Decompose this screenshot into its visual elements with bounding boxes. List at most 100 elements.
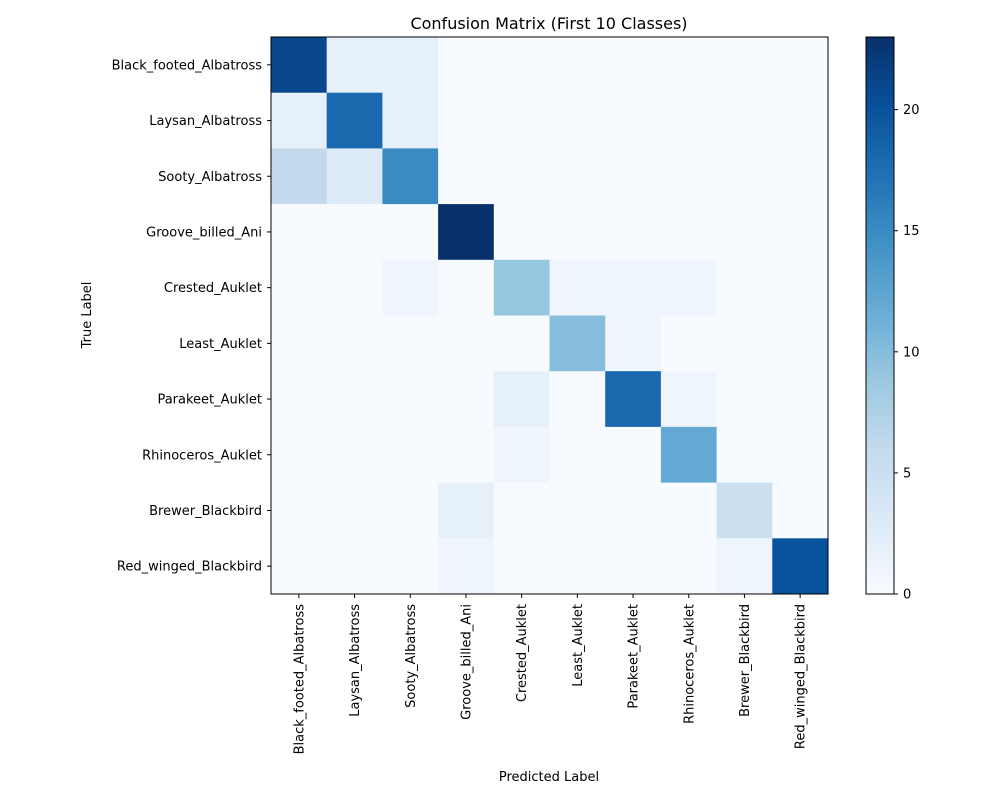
heatmap-cell — [605, 92, 662, 149]
y-tick-label: Brewer_Blackbird — [149, 504, 262, 519]
y-tick-label: Red_winged_Blackbird — [117, 560, 262, 575]
heatmap-cell — [605, 538, 662, 595]
heatmap-cell — [772, 482, 829, 539]
heatmap-cell — [493, 426, 550, 484]
heatmap-cell — [382, 204, 439, 261]
heatmap-cell — [605, 259, 662, 316]
plot-frame — [270, 36, 829, 595]
x-tick-label: Rhinoceros_Auklet — [682, 604, 697, 724]
heatmap-cell — [438, 148, 495, 205]
heatmap-cell — [382, 482, 439, 539]
heatmap-cell — [271, 204, 328, 261]
x-tick-label: Brewer_Blackbird — [738, 604, 753, 717]
colorbar-tick-label: 0 — [903, 588, 911, 603]
heatmap-cell — [716, 204, 773, 261]
heatmap-cell — [326, 315, 383, 372]
heatmap-cell — [493, 538, 550, 595]
y-tick-label: Crested_Auklet — [164, 281, 262, 296]
x-tick-label: Black_footed_Albatross — [292, 604, 307, 755]
heatmap-cell — [271, 148, 328, 205]
x-tick-label: Sooty_Albatross — [404, 604, 419, 708]
colorbar-tick-label: 5 — [903, 466, 911, 481]
heatmap-cell — [493, 148, 550, 205]
heatmap-cell — [326, 259, 383, 316]
heatmap-cell — [660, 371, 718, 428]
heatmap-cell — [271, 538, 328, 595]
heatmap-cell — [271, 426, 328, 484]
heatmap-cell — [493, 315, 550, 372]
heatmap-cell — [382, 371, 439, 428]
colorbar-ticks: 0 5 10 15 20 — [894, 103, 920, 603]
y-tick-label: Least_Auklet — [179, 337, 262, 352]
heatmap-cell — [772, 92, 829, 149]
heatmap-cell — [326, 538, 383, 595]
heatmap-cell — [716, 371, 773, 428]
heatmap-cell — [438, 37, 495, 94]
heatmap-cell — [605, 371, 662, 428]
x-tick-label: Red_winged_Blackbird — [794, 604, 809, 749]
x-axis-ticks: Black_footed_Albatross Laysan_Albatross So… — [292, 594, 809, 755]
heatmap-cell — [716, 538, 773, 595]
heatmap-cell — [326, 148, 383, 205]
heatmap-cell — [660, 37, 718, 94]
heatmap-cell — [326, 37, 383, 94]
heatmap-cell — [382, 259, 439, 316]
colorbar — [865, 36, 895, 595]
heatmap-cell — [605, 315, 662, 372]
heatmap-cell — [493, 37, 550, 94]
heatmap-cell — [438, 92, 495, 149]
heatmap-cell — [271, 371, 328, 428]
y-tick-label: Laysan_Albatross — [149, 114, 262, 129]
heatmap-cell — [549, 37, 606, 94]
heatmap-cell — [772, 148, 829, 205]
x-axis-label: Predicted Label — [499, 770, 599, 785]
heatmap-cell — [382, 315, 439, 372]
heatmap-cell — [382, 92, 439, 149]
heatmap-cell — [660, 538, 718, 595]
x-tick-label: Parakeet_Auklet — [627, 604, 642, 709]
heatmap-cell — [772, 204, 829, 261]
colorbar-tick-label: 10 — [903, 345, 920, 360]
heatmap-cell — [326, 204, 383, 261]
heatmap-cell — [772, 371, 829, 428]
heatmap-cell — [772, 426, 829, 484]
heatmap-cell — [549, 371, 606, 428]
heatmap-cell — [716, 482, 773, 539]
y-axis-ticks: Black_footed_Albatross Laysan_Albatross So… — [112, 58, 271, 575]
heatmap-cell — [326, 371, 383, 428]
heatmap-cell — [438, 259, 495, 316]
heatmap-cell — [271, 37, 328, 94]
heatmap-cell — [493, 371, 550, 428]
heatmap-cell — [660, 148, 718, 205]
heatmap-cell — [438, 482, 495, 539]
heatmap-cell — [382, 538, 439, 595]
heatmap-cell — [549, 92, 606, 149]
heatmap-cell — [549, 482, 606, 539]
x-tick-label: Laysan_Albatross — [348, 604, 363, 717]
heatmap-cell — [660, 426, 718, 484]
heatmap-cell — [660, 92, 718, 149]
heatmap-cell — [493, 259, 550, 316]
heatmap-cell — [716, 259, 773, 316]
heatmap-cell — [549, 148, 606, 205]
heatmap-cell — [660, 482, 718, 539]
y-tick-label: Groove_billed_Ani — [146, 225, 262, 240]
heatmap-cell — [716, 148, 773, 205]
heatmap-cell — [438, 426, 495, 484]
x-tick-label: Crested_Auklet — [515, 604, 530, 702]
heatmap-cell — [271, 92, 328, 149]
heatmap-cell — [660, 315, 718, 372]
heatmap-cells — [271, 37, 829, 595]
heatmap-cell — [493, 204, 550, 261]
heatmap-cell — [438, 315, 495, 372]
heatmap-cell — [772, 538, 829, 595]
heatmap-cell — [382, 37, 439, 94]
colorbar-tick-label: 15 — [903, 224, 920, 239]
heatmap-cell — [326, 426, 383, 484]
heatmap-cell — [271, 259, 328, 316]
heatmap-cell — [549, 204, 606, 261]
heatmap-cell — [326, 482, 383, 539]
heatmap-cell — [438, 538, 495, 595]
y-tick-label: Black_footed_Albatross — [112, 58, 263, 73]
